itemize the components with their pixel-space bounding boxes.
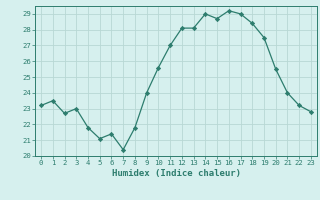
X-axis label: Humidex (Indice chaleur): Humidex (Indice chaleur) xyxy=(111,169,241,178)
